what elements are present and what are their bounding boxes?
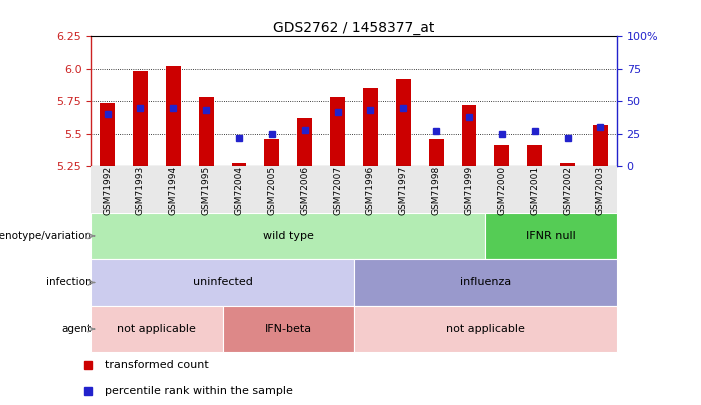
Bar bbox=[485, 213, 617, 259]
Text: GSM71992: GSM71992 bbox=[103, 166, 112, 215]
Bar bbox=[354, 259, 617, 306]
Text: genotype/variation: genotype/variation bbox=[0, 231, 91, 241]
Text: GSM71996: GSM71996 bbox=[366, 166, 375, 215]
Text: transformed count: transformed count bbox=[105, 360, 209, 369]
Text: GSM72000: GSM72000 bbox=[498, 166, 506, 215]
Bar bbox=[527, 145, 542, 166]
Bar bbox=[560, 164, 575, 166]
Text: GSM72004: GSM72004 bbox=[235, 166, 243, 215]
Bar bbox=[100, 102, 115, 166]
Bar bbox=[494, 145, 509, 166]
Text: influenza: influenza bbox=[460, 277, 511, 288]
Text: GSM71994: GSM71994 bbox=[169, 166, 178, 215]
Bar bbox=[91, 213, 485, 259]
Bar bbox=[133, 71, 148, 166]
Bar bbox=[91, 306, 223, 352]
Text: IFN-beta: IFN-beta bbox=[265, 324, 312, 334]
Bar bbox=[429, 139, 444, 166]
Text: GSM72001: GSM72001 bbox=[530, 166, 539, 215]
Text: uninfected: uninfected bbox=[193, 277, 252, 288]
Bar bbox=[91, 259, 354, 306]
Text: GSM72002: GSM72002 bbox=[563, 166, 572, 215]
Text: GSM71999: GSM71999 bbox=[465, 166, 473, 215]
Text: GSM71998: GSM71998 bbox=[432, 166, 441, 215]
Text: not applicable: not applicable bbox=[446, 324, 525, 334]
Text: GSM72007: GSM72007 bbox=[333, 166, 342, 215]
Text: GSM72003: GSM72003 bbox=[596, 166, 605, 215]
Text: GSM71993: GSM71993 bbox=[136, 166, 145, 215]
Text: GSM71997: GSM71997 bbox=[399, 166, 408, 215]
Bar bbox=[593, 125, 608, 166]
Bar bbox=[166, 66, 181, 166]
Text: GSM72005: GSM72005 bbox=[267, 166, 276, 215]
Bar bbox=[396, 79, 411, 166]
Bar bbox=[354, 306, 617, 352]
Bar bbox=[462, 105, 477, 166]
Bar bbox=[264, 139, 279, 166]
Bar bbox=[297, 118, 312, 166]
Text: agent: agent bbox=[61, 324, 91, 334]
Bar bbox=[330, 97, 345, 166]
Title: GDS2762 / 1458377_at: GDS2762 / 1458377_at bbox=[273, 21, 435, 35]
Bar bbox=[223, 306, 354, 352]
Text: not applicable: not applicable bbox=[117, 324, 196, 334]
Text: wild type: wild type bbox=[263, 231, 314, 241]
Bar bbox=[199, 97, 214, 166]
Text: IFNR null: IFNR null bbox=[526, 231, 576, 241]
Text: infection: infection bbox=[46, 277, 91, 288]
Bar bbox=[363, 88, 378, 166]
Text: GSM72006: GSM72006 bbox=[300, 166, 309, 215]
Bar bbox=[231, 164, 246, 166]
Text: GSM71995: GSM71995 bbox=[202, 166, 210, 215]
Text: percentile rank within the sample: percentile rank within the sample bbox=[105, 386, 293, 396]
